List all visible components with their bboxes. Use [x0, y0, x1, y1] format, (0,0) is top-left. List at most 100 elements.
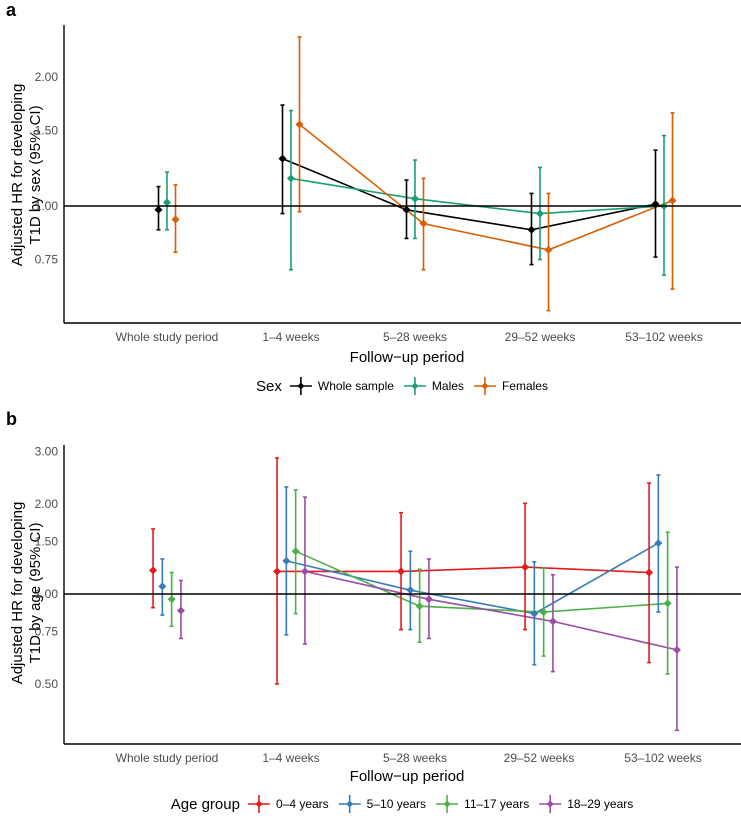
error-bar-0-4-years — [273, 457, 282, 685]
data-point-females — [668, 196, 677, 205]
error-bar-0-4-years — [521, 502, 530, 631]
data-point-females — [171, 215, 180, 224]
panel-b-ylabel-line2: T1D by age (95% CI) — [27, 523, 44, 664]
error-bar-whole-sample — [278, 104, 287, 215]
panel-b-ylabel-line1: Adjusted HR for developing — [9, 502, 26, 685]
panel-b-ytick-label: 3.00 — [35, 444, 59, 458]
error-bar-0-4-years — [149, 528, 158, 609]
error-bar-11-17-years — [167, 571, 176, 628]
series-line-0-4-years — [277, 566, 650, 574]
data-point-females — [419, 219, 428, 228]
error-bar-females — [544, 192, 553, 312]
panel-a-xtick-label: 53–102 weeks — [625, 330, 702, 344]
series-line-18-29-years — [304, 570, 678, 651]
legend-label: 11–17 years — [464, 797, 529, 811]
error-bar-males — [536, 166, 544, 261]
panel-a-xtick-label: 29–52 weeks — [505, 330, 576, 344]
error-bar-whole-sample — [527, 192, 536, 266]
error-bar-5-10-years — [158, 558, 167, 616]
panel-b-ytick-label: 1.50 — [35, 534, 59, 548]
panel-b-label: b — [6, 409, 17, 429]
panel-b-ytick-label: 1.00 — [35, 587, 59, 601]
error-bar-females — [171, 184, 180, 254]
data-point-whole-sample — [527, 225, 536, 234]
series-line-males — [290, 177, 665, 215]
data-point-males — [287, 174, 295, 183]
panel-b-legend: Age group 0–4 years 5–10 years 11–17 years 1… — [171, 795, 633, 813]
error-bar-males — [163, 171, 171, 231]
panel-a: a Adjusted HR for developing T1D by sex … — [6, 0, 741, 395]
panel-a-ylabel-line2: T1D by sex (95% CI) — [27, 105, 44, 244]
data-point-females — [544, 245, 553, 254]
panel-b-xlabel: Follow−up period — [350, 768, 465, 785]
legend-key-18-29-years — [539, 795, 562, 813]
error-bar-0-4-years — [397, 511, 406, 631]
panel-a-xlabel: Follow−up period — [350, 349, 465, 366]
legend-label: Males — [432, 379, 464, 393]
error-bar-0-4-years — [645, 482, 654, 664]
error-bar-males — [411, 159, 419, 240]
legend-label: 0–4 years — [276, 797, 329, 811]
legend-key-point — [255, 800, 263, 808]
legend-title: Age group — [171, 796, 240, 813]
panel-b-xtick-label: 5–28 weeks — [383, 751, 447, 765]
error-bar-18-29-years — [300, 496, 309, 645]
legend-label: 18–29 years — [567, 797, 633, 811]
data-point-males — [536, 209, 544, 218]
panel-a-ytick-label: 1.50 — [35, 124, 59, 138]
legend-label: 5–10 years — [367, 797, 426, 811]
data-point-5-10-years — [158, 582, 167, 591]
data-point-males — [163, 198, 171, 207]
data-point-females — [295, 120, 304, 129]
error-bar-5-10-years — [282, 486, 291, 636]
error-bar-males — [287, 109, 295, 271]
data-point-0-4-years — [397, 567, 406, 576]
data-point-18-29-years — [424, 595, 433, 604]
data-point-males — [411, 194, 419, 203]
error-bar-11-17-years — [539, 567, 548, 657]
panel-b: b Adjusted HR for developing T1D by age … — [6, 409, 741, 813]
error-bar-females — [668, 112, 677, 290]
data-point-18-29-years — [548, 617, 557, 626]
error-bar-18-29-years — [176, 579, 185, 640]
data-point-18-29-years — [176, 606, 185, 615]
data-point-11-17-years — [663, 599, 672, 608]
data-point-whole-sample — [154, 205, 163, 214]
error-bar-females — [295, 36, 304, 213]
panel-b-ytick-label: 0.75 — [35, 624, 59, 638]
error-bar-5-10-years — [654, 474, 663, 613]
error-bar-whole-sample — [402, 179, 411, 240]
data-point-whole-sample — [402, 205, 411, 214]
data-point-18-29-years — [672, 645, 681, 654]
legend-key-0-4-years — [247, 795, 270, 813]
series-line-females — [299, 123, 673, 251]
panel-b-ylabel: Adjusted HR for developing T1D by age (9… — [9, 502, 44, 685]
legend-key-point — [546, 800, 554, 808]
legend-key-11-17-years — [436, 795, 459, 813]
data-point-5-10-years — [406, 586, 415, 595]
data-point-11-17-years — [539, 608, 548, 617]
data-point-5-10-years — [654, 539, 663, 548]
panel-b-xtick-label: 53–102 weeks — [624, 751, 701, 765]
panel-a-xtick-label: 1–4 weeks — [262, 330, 319, 344]
legend-key-males — [403, 377, 426, 395]
data-point-0-4-years — [273, 567, 282, 576]
data-point-18-29-years — [300, 567, 309, 576]
error-bar-18-29-years — [424, 558, 433, 640]
series-line-whole-sample — [282, 157, 656, 231]
legend-label: Whole sample — [318, 379, 394, 393]
panel-a-xtick-label: 5–28 weeks — [383, 330, 447, 344]
legend-title: Sex — [256, 378, 282, 395]
panel-a-ytick-label: 1.00 — [35, 199, 59, 213]
series-line-5-10-years — [286, 542, 659, 615]
data-point-11-17-years — [415, 602, 424, 611]
data-point-5-10-years — [530, 609, 539, 618]
data-point-whole-sample — [278, 154, 287, 163]
data-point-0-4-years — [521, 563, 530, 572]
legend-key-point — [411, 382, 419, 390]
legend-key-point — [481, 382, 489, 390]
data-point-0-4-years — [149, 566, 158, 575]
error-bar-18-29-years — [548, 573, 557, 673]
error-bar-whole-sample — [651, 149, 660, 258]
